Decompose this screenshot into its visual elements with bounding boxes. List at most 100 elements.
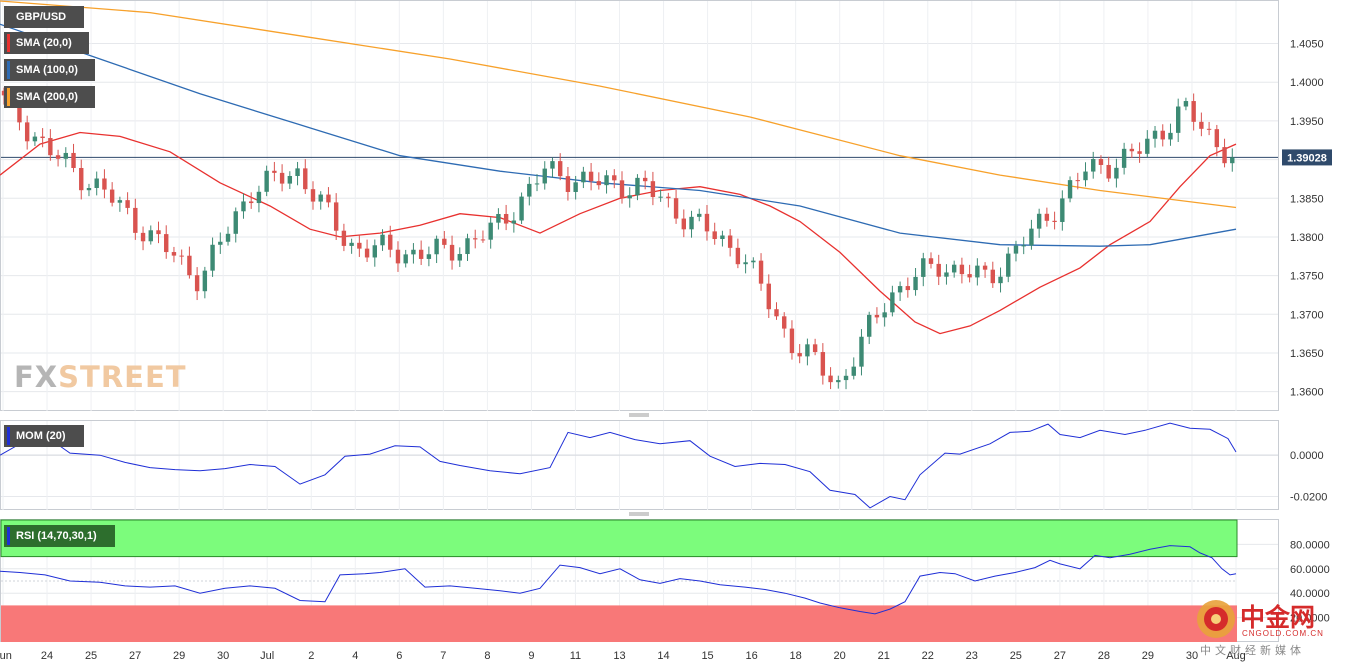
candle-body	[210, 244, 215, 271]
candle-body	[1060, 198, 1065, 222]
candle-body	[218, 241, 223, 245]
candle-body	[681, 218, 686, 230]
candle-body	[727, 235, 733, 248]
price-tick-label: 1.3800	[1290, 232, 1324, 244]
candle-body	[32, 136, 38, 142]
candle-body	[619, 180, 625, 199]
candle-body	[349, 242, 354, 246]
candle-body	[310, 189, 316, 202]
candle-body	[859, 336, 864, 367]
candle-body	[48, 138, 53, 156]
candle-body	[94, 178, 99, 188]
candle-body	[1183, 101, 1189, 107]
candle-body	[921, 258, 926, 277]
candle-body	[1075, 180, 1080, 182]
candle-body	[843, 375, 849, 381]
legend-sma100: SMA (100,0)	[4, 59, 95, 81]
candle-body	[480, 239, 486, 241]
candle-body	[581, 171, 586, 183]
candle-body	[40, 136, 45, 139]
price-panel-frame	[0, 0, 1279, 411]
candle-body	[1230, 157, 1235, 164]
candle-body	[743, 262, 748, 265]
legend-sma200: SMA (200,0)	[4, 86, 95, 108]
candle-body	[202, 270, 208, 292]
legend-sma100-label: SMA (100,0)	[16, 64, 78, 76]
price-tick-label: 1.3650	[1290, 348, 1324, 360]
rsi-oversold-band	[1, 605, 1237, 642]
candle-body	[836, 380, 841, 383]
candle-body	[457, 254, 462, 261]
candle-body	[1191, 101, 1196, 122]
x-tick-label: 30	[1186, 650, 1198, 662]
candle-body	[627, 195, 632, 199]
price-tick-label: 1.3850	[1290, 193, 1324, 205]
x-tick-label: 22	[922, 650, 934, 662]
legend-pair: GBP/USD	[4, 6, 84, 28]
rsi-tick-label: 80.0000	[1290, 539, 1330, 551]
legend-pair-label: GBP/USD	[16, 11, 67, 23]
candle-body	[318, 194, 323, 202]
candle-body	[1145, 138, 1150, 154]
candle-body	[357, 242, 362, 249]
x-tick-label: 13	[613, 650, 625, 662]
cngold-subtitle: 中文财经新媒体	[1200, 644, 1305, 657]
x-tick-label: 25	[85, 650, 97, 662]
mom-swatch	[7, 427, 10, 445]
panel-splitter-1[interactable]	[629, 413, 649, 417]
candle-body	[1013, 245, 1019, 254]
candle-body	[1006, 253, 1011, 277]
panel-splitter-2[interactable]	[629, 512, 649, 516]
candle-body	[63, 152, 68, 159]
candle-body	[998, 276, 1003, 284]
candle-body	[125, 200, 130, 208]
sma20-swatch	[7, 34, 10, 52]
candle-body	[511, 220, 517, 224]
candle-body	[164, 234, 169, 253]
candle-body	[951, 264, 957, 273]
rsi-tick-label: 20.0000	[1290, 613, 1330, 625]
candle-body	[604, 175, 609, 186]
candle-body	[1083, 171, 1088, 181]
cngold-url: CNGOLD.COM.CN	[1242, 629, 1324, 638]
candle-body	[1029, 228, 1034, 246]
candle-body	[341, 230, 347, 246]
last-price-label: 1.39028	[1287, 152, 1327, 164]
candle-body	[117, 200, 123, 203]
x-tick-label: 15	[701, 650, 713, 662]
x-tick-label: Aug	[1226, 650, 1246, 662]
candle-body	[194, 275, 200, 292]
legend-mom: MOM (20)	[4, 425, 84, 447]
cngold-logo: 中金网 CNGOLD.COM.CN 中文财经新媒体	[1196, 598, 1344, 664]
rsi-swatch	[7, 527, 10, 545]
legend-rsi-label: RSI (14,70,30,1)	[16, 530, 97, 542]
candle-body	[928, 258, 934, 264]
candle-body	[333, 202, 339, 231]
mom-tick-label: 0.0000	[1290, 450, 1324, 462]
legend-sma200-label: SMA (200,0)	[16, 91, 78, 103]
candle-body	[596, 181, 602, 186]
x-tick-label: Jun	[0, 650, 12, 662]
x-tick-label: 28	[1098, 650, 1110, 662]
candle-body	[805, 344, 810, 357]
candle-body	[774, 309, 779, 317]
x-tick-label: 7	[440, 650, 446, 662]
candle-body	[519, 196, 524, 221]
candle-body	[364, 248, 370, 258]
x-tick-label: 30	[217, 650, 229, 662]
x-tick-label: 25	[1010, 650, 1022, 662]
candle-body	[1152, 130, 1158, 139]
candle-body	[109, 189, 115, 203]
price-tick-label: 1.3600	[1290, 387, 1324, 399]
candle-body	[1098, 159, 1104, 165]
price-tick-label: 1.4050	[1290, 39, 1324, 51]
candle-body	[1106, 164, 1111, 179]
candle-body	[380, 234, 385, 246]
legend-sma20-label: SMA (20,0)	[16, 37, 72, 49]
candle-body	[426, 254, 432, 259]
x-tick-label: 24	[41, 650, 53, 662]
sma200-line	[0, 0, 1237, 209]
candle-body	[79, 167, 84, 191]
candle-body	[1206, 128, 1212, 130]
candle-body	[658, 196, 663, 198]
